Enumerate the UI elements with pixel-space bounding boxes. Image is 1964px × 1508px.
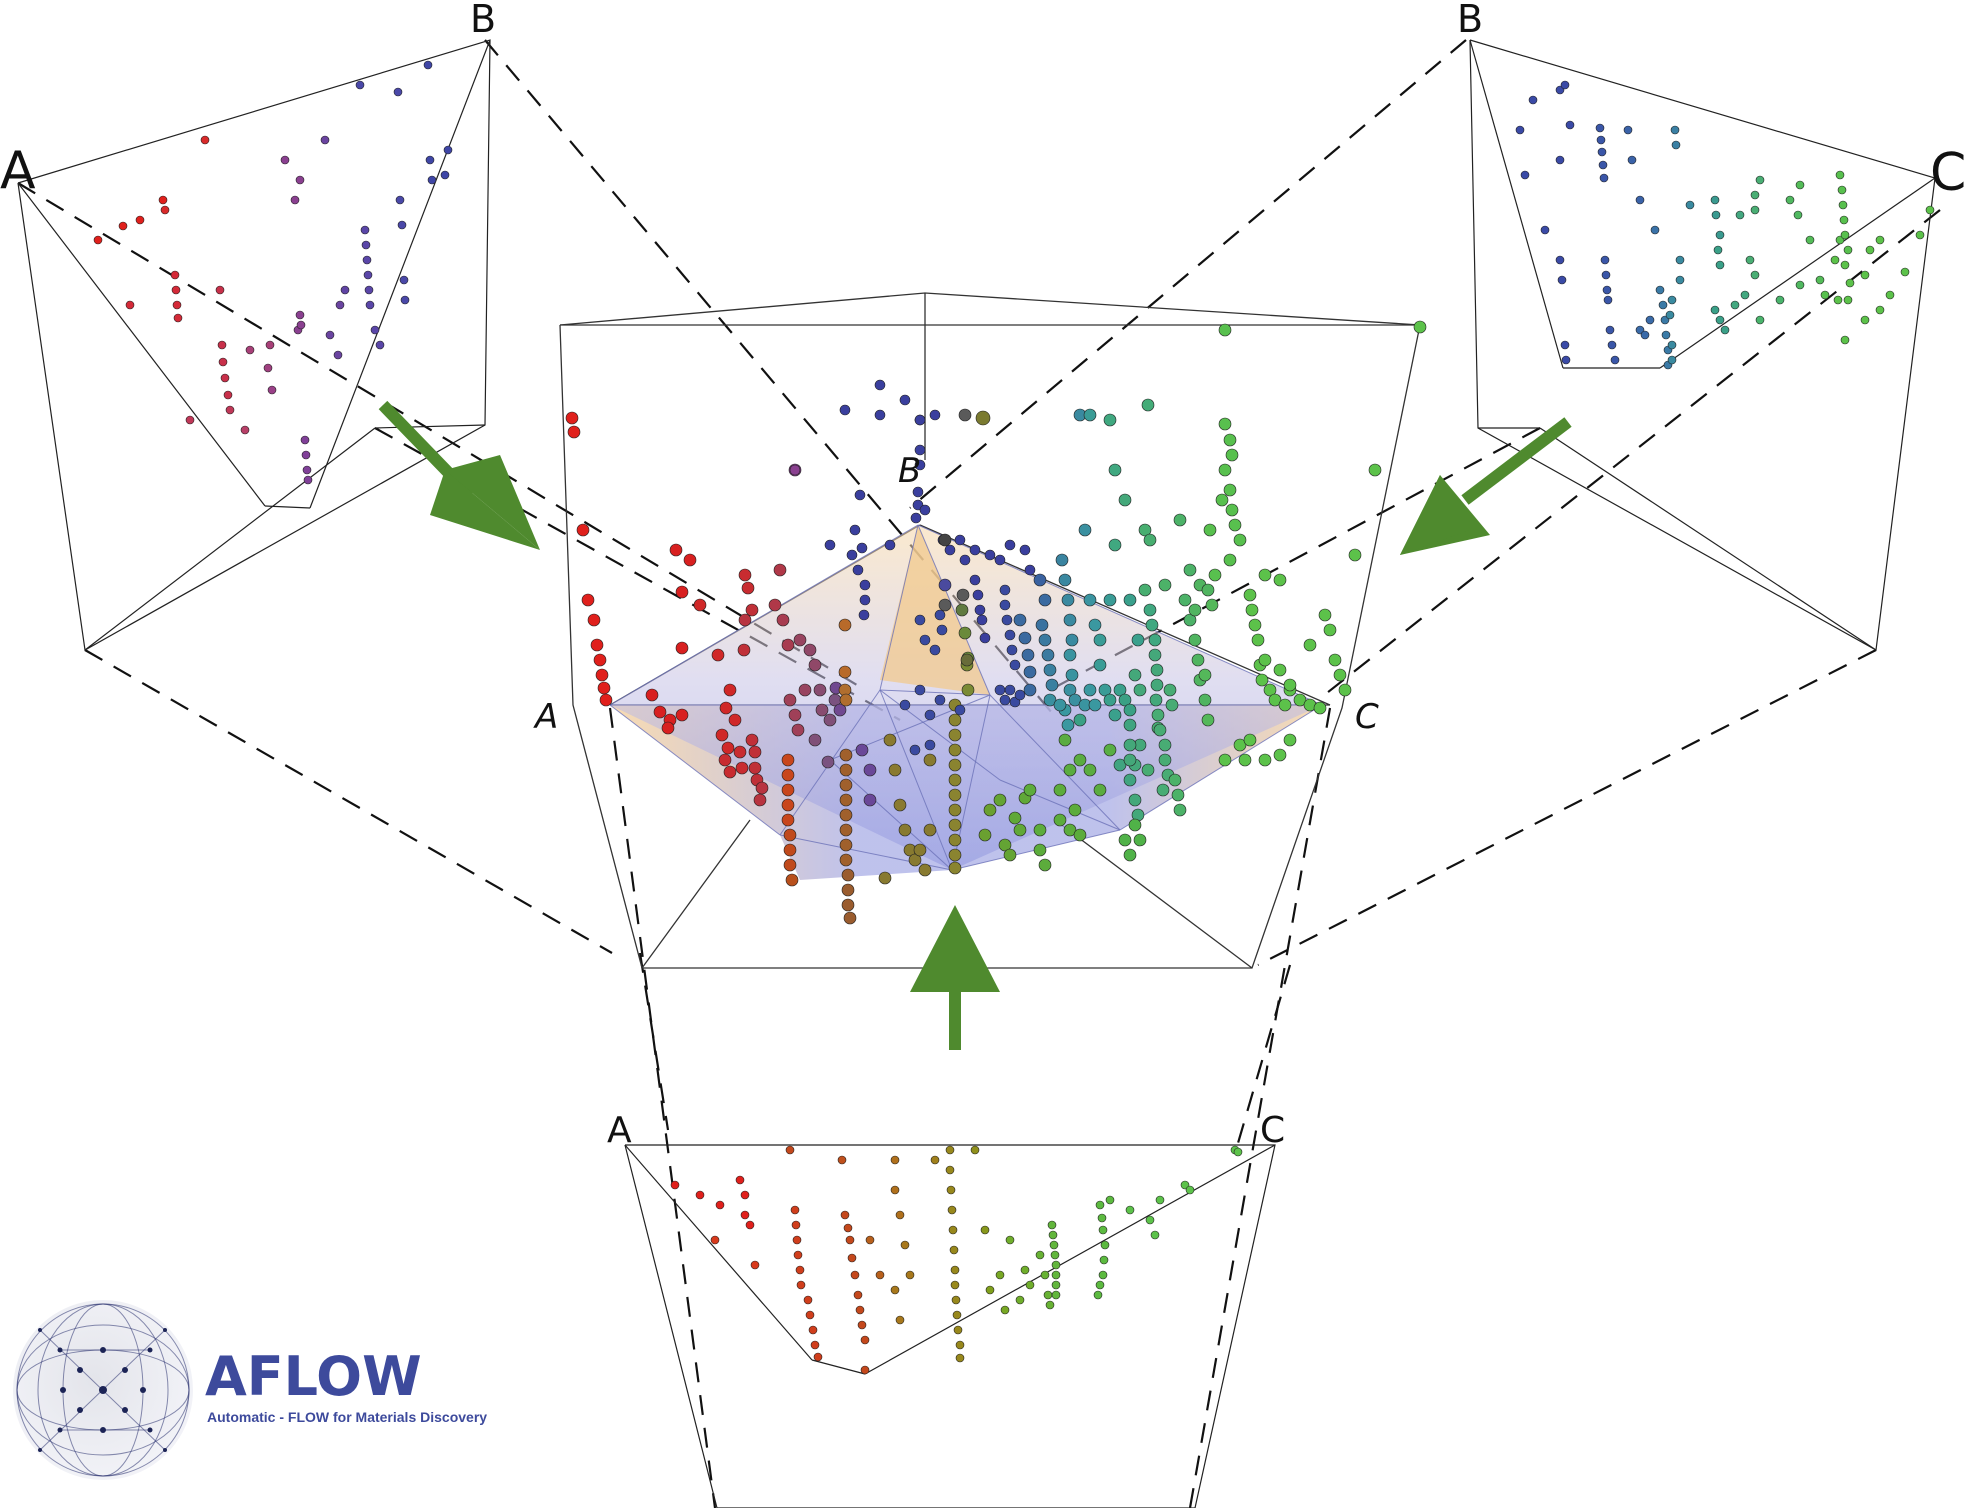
right-panel-points <box>1515 80 1935 370</box>
bottom-projection-panel <box>624 1144 1276 1508</box>
arrow-bottom-to-center <box>910 905 1000 1050</box>
aflow-network-sphere-icon <box>13 1300 193 1480</box>
bottom-vertex-c-label: C <box>1260 1110 1285 1151</box>
aflow-logo-tagline: Automatic - FLOW for Materials Discovery <box>207 1409 487 1425</box>
left-vertex-a-label: A <box>0 141 36 201</box>
right-projection-panel <box>1469 39 1936 651</box>
center-vertex-b-label: B <box>898 451 921 491</box>
arrow-right-to-center <box>1400 417 1572 555</box>
right-vertex-c-label: C <box>1930 143 1964 203</box>
aflow-logo: AFLOW Automatic - FLOW for Materials Dis… <box>13 1300 487 1480</box>
green-arrows <box>378 400 1572 1050</box>
center-vertex-c-label: C <box>1355 697 1379 737</box>
aflow-logo-word: AFLOW <box>205 1345 422 1408</box>
left-vertex-b-label: B <box>470 0 496 41</box>
vertex-labels: A B B C A B C A C <box>0 0 1964 1151</box>
arrow-left-to-center <box>378 400 540 550</box>
right-vertex-b-label: B <box>1457 0 1483 41</box>
bottom-vertex-a-label: A <box>607 1110 632 1151</box>
left-panel-points <box>93 60 453 485</box>
center-data-points <box>565 320 1427 925</box>
left-projection-panel <box>17 39 491 651</box>
bottom-panel-points <box>670 1145 1243 1375</box>
center-vertex-a-label: A <box>533 697 558 737</box>
